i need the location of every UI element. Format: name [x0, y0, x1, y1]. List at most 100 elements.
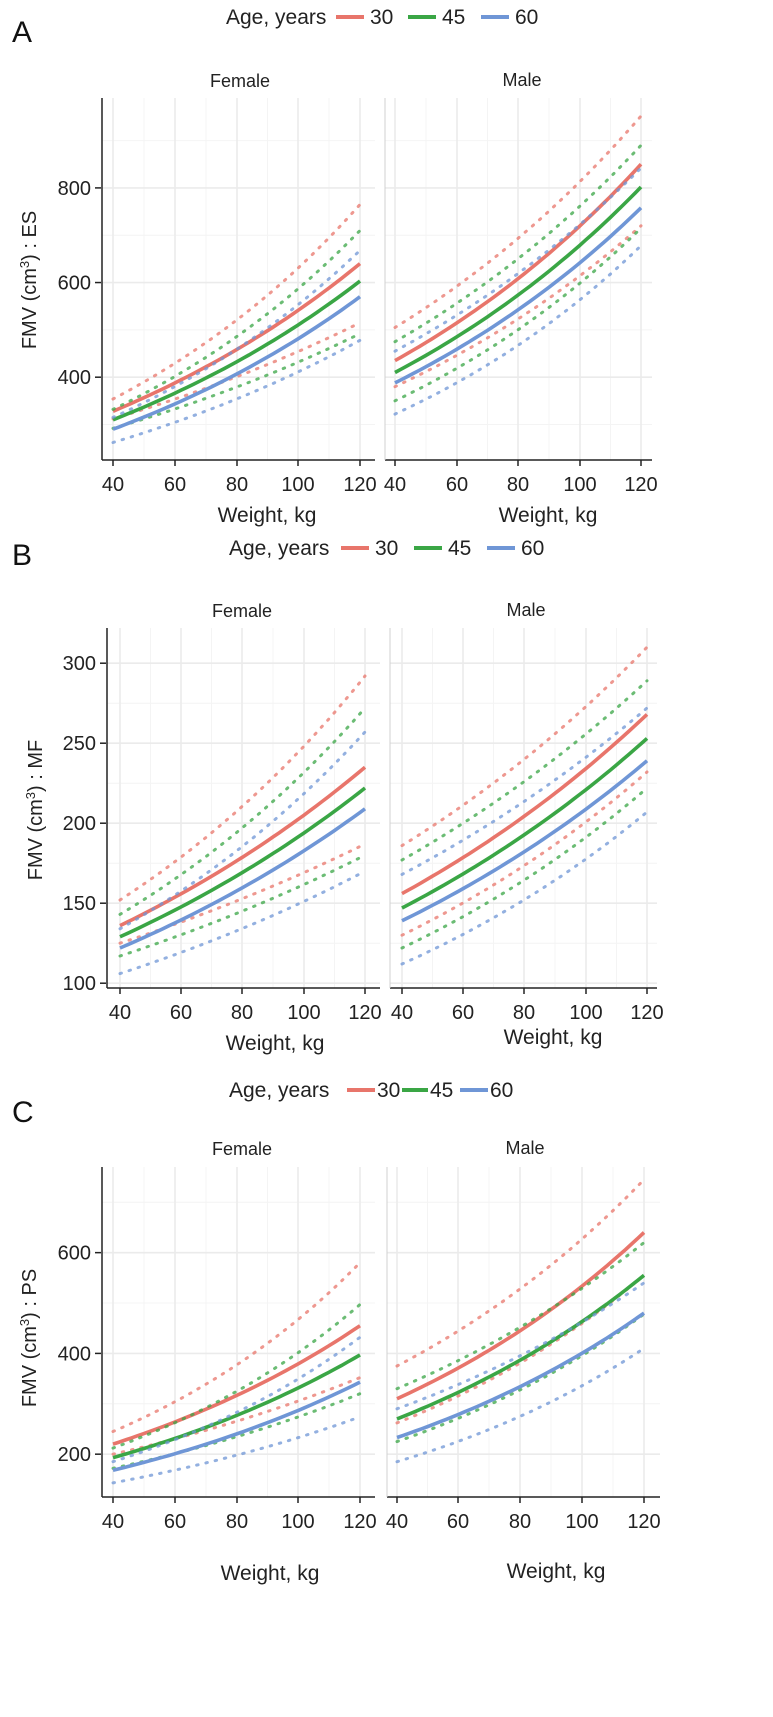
plot-male: 40 60 80 100 120 [386, 1167, 661, 1533]
series-45-fit-line [394, 185, 643, 375]
series-45-fit-line [119, 786, 367, 939]
series-30-upper-bound [400, 645, 649, 848]
x-tick-label: 40 [391, 1002, 413, 1024]
legend-label-45: 45 [430, 1079, 453, 1102]
legend-title: Age, years [229, 1079, 329, 1102]
series-45-upper-bound [400, 679, 649, 862]
y-tick-label: 400 [58, 1343, 91, 1365]
y-tick-label: 150 [63, 893, 96, 915]
series-30-upper-bound [395, 1178, 646, 1368]
series-60-upper-bound [400, 706, 649, 876]
series-60-fit-line [119, 807, 367, 950]
legend-label-60: 60 [521, 537, 544, 560]
legend-label-60: 60 [490, 1079, 513, 1102]
y-tick-label: 100 [63, 973, 96, 995]
x-tick-label: 40 [102, 474, 124, 496]
x-tick-label: 120 [627, 1511, 660, 1533]
legend-c: Age, years 30 45 60 [229, 1079, 513, 1102]
series-30-upper-bound [118, 674, 367, 902]
facet-title-male: Male [502, 70, 541, 90]
legend-label-30: 30 [370, 6, 393, 29]
x-tick-label: 100 [565, 1511, 598, 1533]
series-60-upper-bound [118, 730, 367, 931]
series-45-fit-line [112, 1353, 361, 1460]
y-axis-title: FMV (cm3) : ES [17, 211, 41, 349]
series-30-fit-line [396, 1231, 646, 1401]
series-45-fit-line [396, 1273, 646, 1421]
y-tick-label: 250 [63, 733, 96, 755]
x-axis-title-male: Weight, kg [504, 1026, 603, 1049]
x-tick-label: 120 [348, 1002, 381, 1024]
y-tick-label: 600 [58, 1243, 91, 1265]
series-60-lower-bound [393, 244, 643, 416]
x-tick-label: 60 [447, 1511, 469, 1533]
series-30-fit-line [394, 162, 643, 363]
x-axis-title-female: Weight, kg [226, 1032, 325, 1055]
plot-female: 40 60 80 100 120 200 400 600 [58, 1167, 377, 1533]
series-60-lower-bound [111, 338, 362, 444]
x-axis-title-female: Weight, kg [221, 1562, 320, 1585]
series-60-upper-bound [111, 248, 362, 419]
series-60-fit-line [112, 1380, 361, 1473]
x-axis-title-male: Weight, kg [507, 1560, 606, 1583]
y-tick-label: 400 [58, 367, 91, 389]
y-tick-label: 200 [58, 1444, 91, 1466]
series-45-lower-bound [393, 226, 643, 403]
legend-label-60: 60 [515, 6, 538, 29]
x-axis-title-female: Weight, kg [218, 504, 317, 527]
facet-title-female: Female [210, 71, 270, 91]
series-60-fit-line [112, 295, 362, 431]
series-30-upper-bound [393, 114, 643, 329]
series-45-upper-bound [111, 229, 362, 411]
series-30-fit-line [112, 262, 362, 413]
series-60-lower-bound [400, 810, 649, 966]
series-60-fit-line [396, 1311, 646, 1440]
x-tick-label: 80 [513, 1002, 535, 1024]
x-tick-label: 100 [563, 474, 596, 496]
legend-label-30: 30 [377, 1079, 400, 1102]
y-tick-label: 800 [58, 178, 91, 200]
y-tick-label: 600 [58, 273, 91, 295]
series-45-upper-bound [118, 706, 367, 916]
series-45-upper-bound [395, 1241, 646, 1391]
legend-title: Age, years [229, 537, 329, 560]
series-45-fit-line [112, 279, 362, 422]
x-tick-label: 100 [287, 1002, 320, 1024]
y-axis-title: FMV (cm3) : MF [23, 740, 47, 881]
y-axis-title: FMV (cm3) : PS [17, 1269, 41, 1407]
y-tick-label: 300 [63, 653, 96, 675]
legend-a: Age, years 30 45 60 [226, 6, 538, 29]
series-30-upper-bound [111, 203, 362, 401]
legend-label-45: 45 [442, 6, 465, 29]
legend-label-30: 30 [375, 537, 398, 560]
series-60-lower-bound [395, 1346, 646, 1464]
panel-c: C Age, years 30 45 60 Female Male FMV (c… [12, 1079, 661, 1585]
x-tick-label: 80 [226, 474, 248, 496]
legend-title: Age, years [226, 6, 326, 29]
plot-male: 40 60 80 100 120 [389, 628, 664, 1024]
facet-title-male: Male [505, 1138, 544, 1158]
x-tick-label: 40 [102, 1511, 124, 1533]
series-30-lower-bound [400, 770, 649, 937]
x-tick-label: 40 [386, 1511, 408, 1533]
panel-b: B Age, years 30 45 60 Female Male FMV (c… [12, 537, 664, 1055]
series-60-upper-bound [395, 1281, 646, 1411]
facet-title-male: Male [506, 600, 545, 620]
series-30-lower-bound [111, 321, 362, 421]
x-tick-label: 80 [509, 1511, 531, 1533]
series-60-upper-bound [393, 166, 643, 353]
series-60-lower-bound [118, 869, 367, 976]
facet-title-female: Female [212, 1139, 272, 1159]
series-30-fit-line [401, 713, 649, 896]
plot-male: 40 60 80 100 120 [384, 98, 658, 496]
series-30-fit-line [112, 1324, 361, 1446]
x-tick-label: 60 [164, 1511, 186, 1533]
x-tick-label: 60 [446, 474, 468, 496]
series-45-fit-line [401, 737, 649, 910]
series-60-fit-line [401, 759, 649, 923]
series-45-lower-bound [111, 332, 362, 430]
x-tick-label: 60 [452, 1002, 474, 1024]
x-tick-label: 120 [630, 1002, 663, 1024]
x-tick-label: 80 [226, 1511, 248, 1533]
panel-a: A Age, years 30 45 60 Female Male FMV (c… [12, 6, 658, 527]
